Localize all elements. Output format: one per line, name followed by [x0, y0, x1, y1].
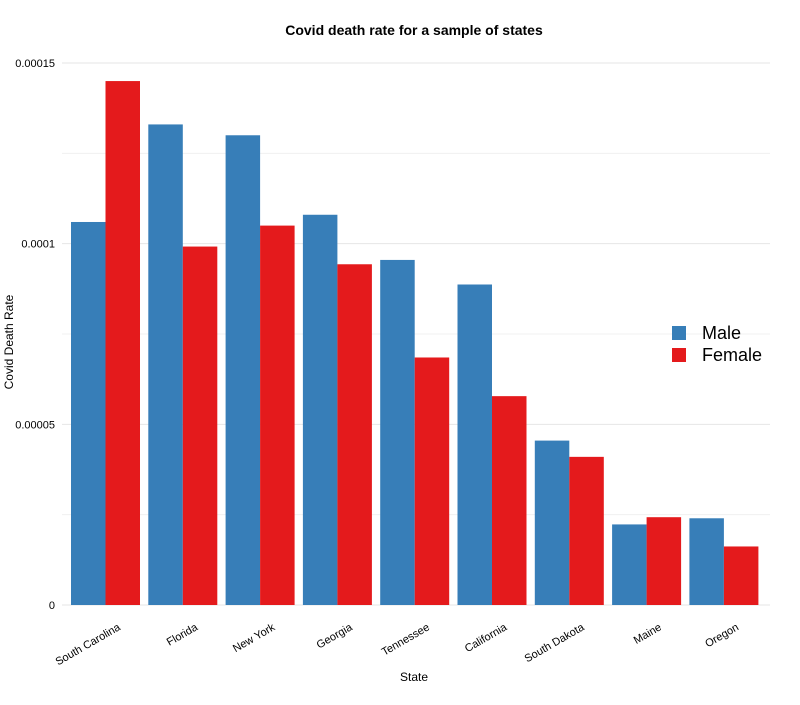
y-axis-ticks: 0 0.00005 0.0001 0.00015 [15, 58, 55, 612]
bar-female-florida [182, 246, 218, 606]
x-axis-label: State [400, 670, 428, 684]
legend-label-male: Male [702, 323, 741, 343]
bar-female-south-carolina [105, 81, 140, 606]
x-tick-label: South Carolina [54, 621, 124, 668]
x-axis-ticks: South Carolina Florida New York Georgia Tenn… [54, 621, 741, 668]
bar-male-florida [148, 124, 183, 605]
x-tick-label: Maine [632, 621, 664, 646]
y-tick-label: 0.00005 [15, 419, 55, 431]
bar-male-maine [612, 524, 647, 605]
x-tick-label: California [463, 621, 510, 655]
bar-female-california [492, 396, 527, 605]
bar-female-oregon [723, 546, 759, 605]
bar-female-georgia [337, 264, 372, 605]
bar-male-oregon [689, 518, 724, 605]
bar-male-california [457, 284, 492, 605]
x-tick-label: New York [231, 621, 278, 655]
x-tick-label: South Dakota [523, 621, 587, 665]
legend-swatch-female [672, 348, 686, 362]
y-axis-label: Covid Death Rate [2, 294, 16, 389]
bar-female-tennessee [414, 357, 450, 605]
bar-male-south-dakota [534, 440, 570, 605]
bar-female-south-dakota [569, 456, 604, 605]
y-tick-label: 0 [49, 600, 55, 612]
x-tick-label: Tennessee [380, 621, 432, 658]
legend-label-female: Female [702, 345, 762, 365]
x-tick-label: Oregon [703, 621, 741, 650]
x-tick-label: Georgia [315, 621, 356, 651]
y-tick-label: 0.0001 [21, 239, 55, 251]
x-tick-label: Florida [165, 621, 201, 649]
bar-male-georgia [302, 214, 338, 605]
bar-male-tennessee [380, 259, 415, 605]
legend-swatch-male [672, 326, 686, 340]
bar-male-south-carolina [71, 221, 106, 605]
y-tick-label: 0.00015 [15, 58, 55, 70]
bar-male-new-york [225, 135, 261, 605]
bar-female-new-york [260, 225, 295, 605]
bars [71, 81, 759, 606]
bar-female-maine [646, 517, 682, 605]
chart-title: Covid death rate for a sample of states [285, 22, 543, 38]
